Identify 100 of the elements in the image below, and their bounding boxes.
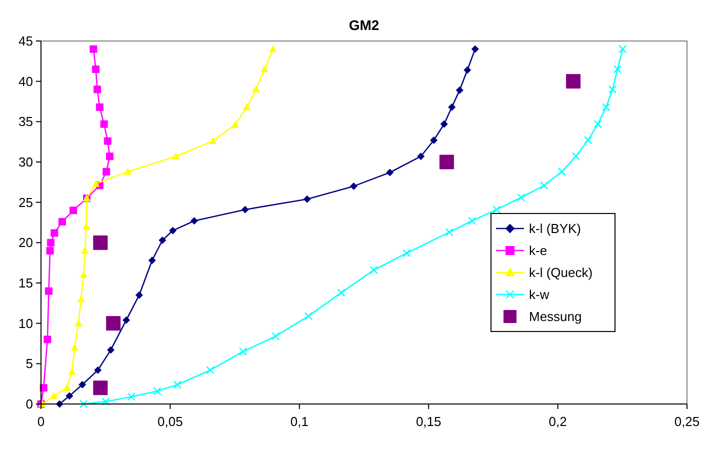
point (80, 400, 88, 408)
point (47, 238, 55, 246)
point (243, 103, 251, 110)
point (45, 287, 52, 295)
point (122, 316, 130, 324)
point (148, 256, 156, 264)
point (90, 45, 98, 53)
point (80, 271, 88, 278)
y-tick-label: 30 (18, 154, 33, 170)
point (439, 154, 454, 170)
point (613, 65, 622, 74)
y-tick-label: 0 (26, 396, 33, 412)
point (68, 368, 76, 375)
point (58, 218, 66, 226)
x-tick-label: 0 (37, 414, 45, 429)
legend-label: k-e (529, 243, 548, 258)
point (608, 85, 617, 94)
point (417, 152, 425, 160)
point (209, 137, 217, 144)
point (77, 295, 85, 302)
point (94, 366, 102, 374)
x-tick-label: 0,15 (416, 414, 442, 429)
point (572, 152, 580, 160)
point (127, 392, 136, 401)
point (92, 65, 100, 73)
point (82, 222, 90, 230)
point (63, 384, 71, 391)
point (50, 392, 58, 399)
point (100, 120, 108, 128)
point (269, 45, 277, 52)
point (172, 152, 180, 160)
point (70, 344, 78, 351)
point (252, 86, 260, 92)
point (106, 152, 114, 160)
point (70, 206, 78, 214)
point (241, 206, 249, 214)
point (440, 120, 448, 128)
point (445, 228, 454, 236)
point (124, 168, 132, 175)
point (102, 168, 110, 176)
point (337, 288, 346, 297)
point (93, 235, 108, 250)
point (106, 316, 121, 331)
point (153, 386, 162, 396)
legend-label: k-l (BYK) (529, 221, 581, 236)
point (464, 66, 472, 74)
point (81, 246, 89, 254)
point (92, 180, 100, 187)
point (173, 380, 182, 389)
point (66, 392, 74, 400)
point (430, 136, 438, 144)
point (618, 44, 627, 54)
point (386, 168, 394, 176)
x-tick-label: 0,2 (548, 414, 567, 429)
point (468, 216, 476, 225)
point (602, 103, 610, 112)
point (370, 266, 378, 274)
point (44, 336, 52, 344)
point (135, 291, 143, 299)
point (78, 380, 86, 388)
legend-label: k-l (Queck) (529, 265, 593, 280)
y-tick-label: 15 (18, 276, 33, 291)
point (231, 121, 239, 128)
point (93, 380, 108, 396)
point (304, 312, 313, 320)
point (350, 182, 358, 190)
point (190, 217, 198, 225)
point (558, 168, 566, 176)
point (402, 249, 411, 258)
y-tick-label: 20 (18, 235, 33, 250)
point (303, 195, 311, 203)
point (107, 346, 115, 354)
legend-label: k-w (529, 287, 550, 302)
point (94, 86, 102, 94)
y-tick-label: 25 (18, 194, 33, 210)
point (169, 226, 177, 234)
y-tick-label: 45 (18, 34, 33, 49)
point (566, 74, 581, 89)
point (102, 397, 110, 406)
point (448, 103, 456, 111)
point (492, 205, 501, 214)
point (96, 103, 104, 111)
point (594, 120, 602, 128)
point (158, 236, 166, 244)
point (206, 366, 214, 374)
point (238, 347, 248, 356)
point (456, 86, 464, 94)
point (517, 193, 526, 202)
y-tick-label: 40 (18, 74, 33, 89)
y-tick-label: 5 (26, 356, 33, 372)
y-tick-label: 10 (18, 316, 33, 331)
chart-title: GM2 (348, 17, 380, 33)
point (74, 320, 82, 326)
point (46, 246, 54, 254)
x-tick-label: 0,25 (674, 414, 700, 429)
x-tick-label: 0,1 (290, 414, 308, 429)
legend-label: Messung (529, 309, 582, 324)
point (104, 137, 112, 145)
point (471, 45, 479, 53)
point (260, 65, 268, 72)
